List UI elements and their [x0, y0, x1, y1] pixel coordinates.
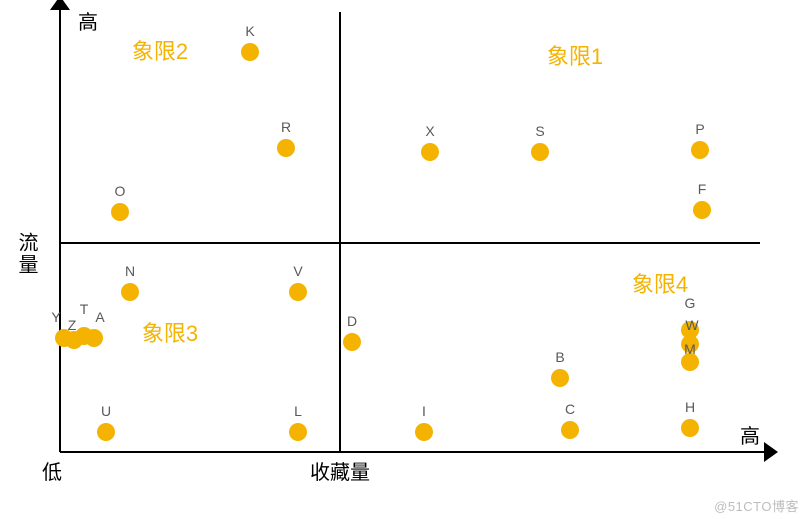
y-axis-line [59, 6, 61, 452]
data-point [111, 203, 129, 221]
data-point [241, 43, 259, 61]
data-point [277, 139, 295, 157]
quadrant-label-1: 象限1 [547, 39, 603, 71]
x-axis-title: 收藏量 [310, 456, 370, 485]
data-point-label: O [115, 183, 126, 199]
data-point-label: S [535, 123, 544, 139]
y-axis-title: 流量 [12, 232, 41, 276]
horizontal-divider [60, 242, 760, 244]
quadrant-chart: 象限1象限2象限3象限4KROXSPFNVYZTAULDIBCGWMH高高低收藏… [0, 0, 805, 519]
data-point-label: N [125, 263, 135, 279]
y-axis-arrow [50, 0, 70, 10]
data-point [415, 423, 433, 441]
data-point [85, 329, 103, 347]
data-point-label: D [347, 313, 357, 329]
data-point-label: Z [68, 317, 77, 333]
data-point [531, 143, 549, 161]
data-point-label: K [245, 23, 254, 39]
data-point-label: U [101, 403, 111, 419]
data-point-label: A [95, 309, 104, 325]
data-point [343, 333, 361, 351]
data-point [289, 283, 307, 301]
data-point-label: M [684, 341, 696, 357]
x-axis-high-label: 高 [740, 420, 760, 449]
data-point-label: R [281, 119, 291, 135]
data-point-label: Y [51, 309, 60, 325]
quadrant-label-3: 象限3 [142, 316, 198, 348]
origin-label: 低 [42, 456, 62, 485]
quadrant-label-4: 象限4 [632, 267, 688, 299]
data-point [421, 143, 439, 161]
data-point [693, 201, 711, 219]
quadrant-label-2: 象限2 [132, 34, 188, 66]
data-point-label: P [695, 121, 704, 137]
data-point-label: C [565, 401, 575, 417]
data-point-label: X [425, 123, 434, 139]
data-point [289, 423, 307, 441]
data-point-label: W [685, 317, 698, 333]
vertical-divider [339, 12, 341, 452]
data-point [681, 419, 699, 437]
data-point [121, 283, 139, 301]
data-point-label: F [698, 181, 707, 197]
x-axis-line [60, 451, 766, 453]
data-point [97, 423, 115, 441]
data-point-label: T [80, 301, 89, 317]
data-point-label: H [685, 399, 695, 415]
data-point [551, 369, 569, 387]
data-point [691, 141, 709, 159]
data-point [561, 421, 579, 439]
data-point-label: B [555, 349, 564, 365]
data-point-label: G [685, 295, 696, 311]
x-axis-arrow [764, 442, 778, 462]
data-point-label: V [293, 263, 302, 279]
data-point-label: I [422, 403, 426, 419]
watermark: @51CTO博客 [714, 496, 799, 515]
data-point-label: L [294, 403, 302, 419]
y-axis-high-label: 高 [78, 6, 98, 35]
